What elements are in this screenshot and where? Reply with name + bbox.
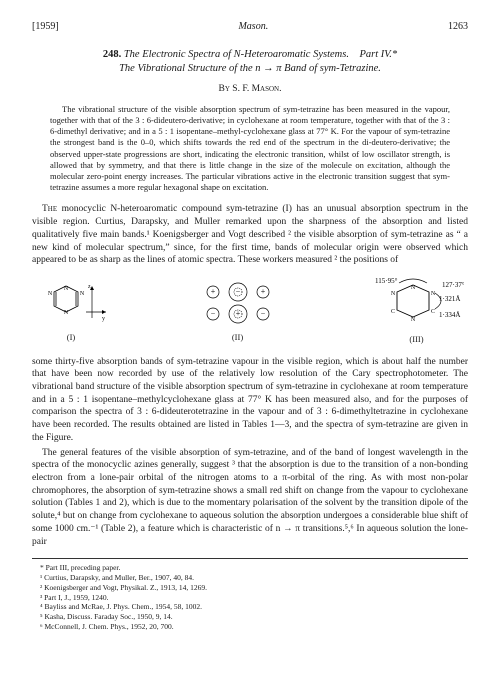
page-header: [1959] Mason. 1263 — [32, 20, 468, 34]
svg-text:+: + — [210, 287, 215, 296]
svg-text:−: − — [210, 309, 215, 318]
title-line-2: The Vibrational Structure of the n → π B… — [119, 63, 381, 74]
svg-text:N: N — [411, 317, 416, 323]
angle-1: 115·95° — [375, 277, 398, 285]
angle-2: 127·37° — [442, 281, 464, 289]
abstract: The vibrational structure of the visible… — [50, 104, 450, 194]
svg-text:N: N — [391, 291, 396, 297]
svg-text:C: C — [391, 309, 395, 315]
title-line-1: The Electronic Spectra of N-Heteroaromat… — [124, 49, 397, 60]
fig-label-3: (III) — [409, 334, 423, 345]
svg-text:−: − — [260, 309, 265, 318]
references-block: * Part III, preceding paper. ¹ Curtius, … — [32, 558, 468, 631]
structure-2: + − + − + − (II) — [193, 280, 283, 343]
ref-3: ³ Part I, J., 1959, 1240. — [32, 593, 468, 603]
title-block: 248. The Electronic Spectra of N-Heteroa… — [32, 48, 468, 77]
structure-3: N N N N C C 115·95° 127·37° 1·321Å 1·334… — [369, 277, 464, 345]
svg-text:y: y — [102, 316, 105, 322]
svg-text:z: z — [88, 284, 91, 290]
svg-text:N: N — [431, 291, 436, 297]
svg-text:−: − — [235, 287, 240, 296]
para1-lead: The — [42, 204, 57, 214]
ref-1: ¹ Curtius, Darapsky, and Muller, Ber., 1… — [32, 573, 468, 583]
para1-body: monocyclic N-heteroaromatic compound sym… — [32, 204, 468, 265]
year: [1959] — [32, 20, 59, 34]
page-number: 1263 — [448, 20, 468, 34]
ref-5: ⁵ Kasha, Discuss. Faraday Soc., 1950, 9,… — [32, 612, 468, 622]
svg-text:+: + — [260, 287, 265, 296]
paper-number: 248. — [103, 49, 121, 60]
running-author: Mason. — [238, 20, 268, 34]
ref-star: * Part III, preceding paper. — [32, 563, 468, 573]
author-line: By S. F. Mason. — [32, 83, 468, 96]
fig-label-2: (II) — [232, 332, 243, 343]
figure-row: N N N N z y (I) + − + − + − — [36, 277, 464, 345]
svg-text:N: N — [411, 285, 416, 291]
svg-text:N: N — [64, 310, 69, 316]
ref-2: ² Koenigsberger and Vogt, Physikal. Z., … — [32, 583, 468, 593]
svg-text:+: + — [235, 309, 240, 318]
svg-text:C: C — [431, 309, 435, 315]
structure-1: N N N N z y (I) — [36, 280, 106, 343]
bond-2: 1·334Å — [439, 311, 460, 319]
svg-text:N: N — [48, 291, 53, 297]
ref-6: ⁶ McConnell, J. Chem. Phys., 1952, 20, 7… — [32, 622, 468, 632]
svg-text:N: N — [80, 291, 85, 297]
svg-text:N: N — [64, 286, 69, 292]
bond-1: 1·321Å — [439, 295, 460, 303]
fig-label-1: (I) — [67, 332, 76, 343]
ref-4: ⁴ Bayliss and McRae, J. Phys. Chem., 195… — [32, 602, 468, 612]
paragraph-2: some thirty-five absorption bands of sym… — [32, 356, 468, 445]
paragraph-3: The general features of the visible abso… — [32, 447, 468, 549]
paragraph-1: The monocyclic N-heteroaromatic compound… — [32, 203, 468, 267]
